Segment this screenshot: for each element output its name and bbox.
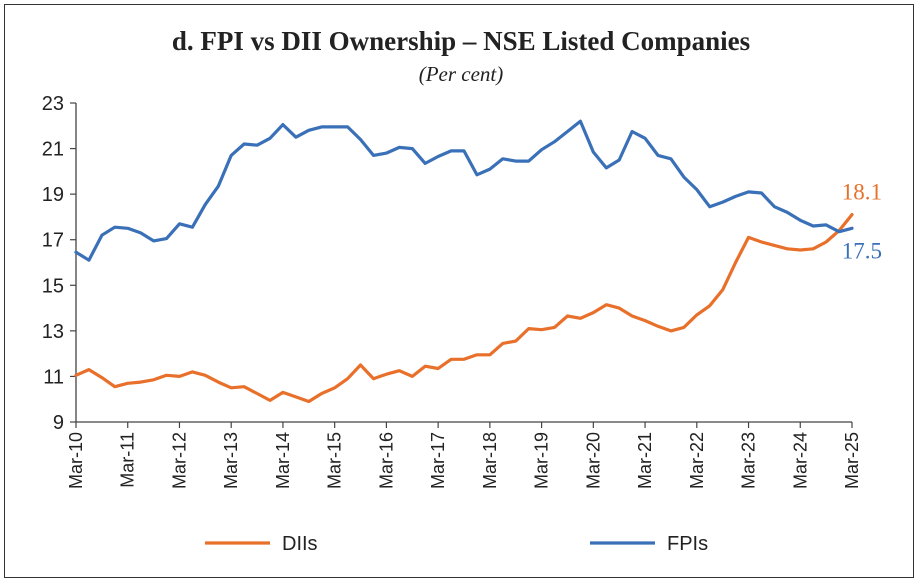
x-tick-label: Mar-19 — [532, 432, 552, 489]
x-tick-label: Mar-12 — [169, 432, 189, 489]
end-label-fpis: 17.5 — [842, 238, 882, 263]
x-tick-label: Mar-11 — [118, 432, 138, 488]
y-tick-label: 19 — [42, 184, 64, 206]
x-tick-label: Mar-24 — [790, 432, 810, 489]
legend: DIIs FPIs — [205, 533, 708, 555]
x-tick-label: Mar-22 — [687, 432, 707, 489]
y-tick-label: 9 — [53, 412, 64, 434]
x-tick-label: Mar-10 — [66, 432, 86, 489]
x-tick-label: Mar-21 — [635, 432, 655, 489]
x-tick-label: Mar-13 — [221, 432, 241, 489]
x-axis-ticks: Mar-10 Mar-11 Mar-12 Mar-13 Mar-14 Mar-15 Mar-… — [66, 422, 862, 489]
series-line-fpis — [74, 119, 854, 262]
y-tick-label: 21 — [42, 139, 64, 161]
y-tick-label: 17 — [42, 230, 64, 252]
x-tick-label: Mar-25 — [842, 432, 862, 489]
axes — [75, 103, 852, 423]
end-label-diis: 18.1 — [842, 180, 882, 205]
y-axis-ticks: 9 11 13 15 17 19 21 23 — [42, 93, 76, 434]
end-annotations: 18.1 17.5 — [842, 180, 882, 264]
y-tick-label: 11 — [43, 366, 64, 388]
chart-subtitle: (Per cent) — [418, 62, 504, 86]
legend-label-fpis: FPIs — [667, 533, 708, 555]
x-tick-label: Mar-23 — [739, 432, 759, 489]
x-tick-label: Mar-20 — [583, 432, 603, 489]
x-tick-label: Mar-16 — [376, 432, 396, 489]
chart-title: d. FPI vs DII Ownership – NSE Listed Com… — [171, 26, 751, 56]
x-tick-label: Mar-17 — [428, 432, 448, 489]
legend-label-diis: DIIs — [282, 533, 318, 555]
y-tick-label: 23 — [42, 93, 64, 115]
series-line-diis — [74, 213, 854, 404]
x-tick-label: Mar-14 — [273, 432, 293, 489]
y-tick-label: 15 — [42, 275, 64, 297]
series-lines — [74, 119, 854, 404]
chart-frame — [4, 4, 914, 578]
y-tick-label: 13 — [42, 321, 64, 343]
x-tick-label: Mar-18 — [480, 432, 500, 489]
x-tick-label: Mar-15 — [325, 432, 345, 489]
